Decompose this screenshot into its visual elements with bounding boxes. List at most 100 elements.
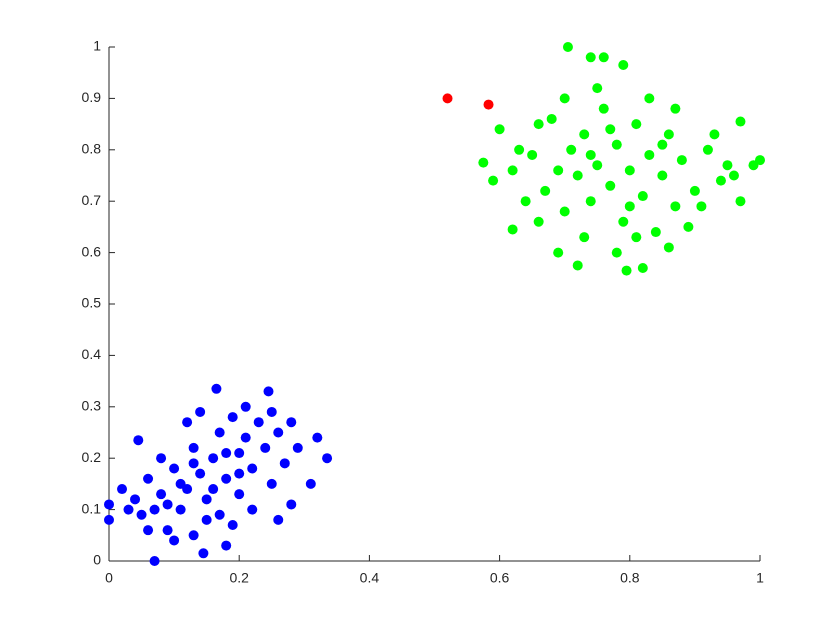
point	[234, 468, 245, 479]
point	[663, 242, 674, 253]
point	[483, 99, 494, 110]
point	[198, 548, 209, 559]
point	[605, 180, 616, 191]
point	[507, 224, 518, 235]
point	[598, 52, 609, 63]
point	[195, 406, 206, 417]
point	[676, 155, 687, 166]
point	[104, 499, 114, 510]
point	[624, 201, 635, 212]
x-tick-label: 0.8	[620, 570, 640, 586]
point	[234, 448, 245, 459]
point	[123, 504, 134, 515]
point	[312, 432, 323, 443]
y-tick-label: 0.7	[82, 192, 102, 208]
point	[735, 196, 746, 207]
point	[156, 489, 167, 500]
x-tick-label: 0.6	[490, 570, 510, 586]
point	[585, 52, 596, 63]
point	[585, 149, 596, 160]
point	[175, 504, 186, 515]
point	[214, 427, 225, 438]
point	[689, 185, 700, 196]
point	[175, 478, 186, 489]
point	[553, 247, 564, 258]
point	[263, 386, 274, 397]
point	[149, 504, 160, 515]
point	[592, 83, 603, 94]
point	[611, 139, 622, 150]
point	[611, 247, 622, 258]
point	[286, 499, 297, 510]
point	[162, 525, 173, 536]
point	[266, 478, 277, 489]
point	[104, 514, 114, 525]
point	[533, 216, 544, 227]
point	[618, 59, 629, 70]
point	[715, 175, 726, 186]
point	[579, 232, 590, 243]
y-tick-label: 0.2	[82, 449, 102, 465]
point	[663, 129, 674, 140]
point	[572, 260, 583, 271]
point	[559, 93, 570, 104]
point	[156, 453, 167, 464]
point	[618, 216, 629, 227]
point	[559, 206, 570, 217]
point	[247, 504, 258, 515]
y-tick-label: 0.1	[82, 500, 102, 516]
point	[540, 185, 551, 196]
point	[188, 458, 199, 469]
point	[585, 196, 596, 207]
point	[507, 165, 518, 176]
y-tick-label: 0.3	[82, 398, 102, 414]
y-tick-label: 0.9	[82, 89, 102, 105]
point	[266, 406, 277, 417]
point	[292, 442, 303, 453]
point	[188, 530, 199, 541]
point	[514, 144, 525, 155]
point	[221, 448, 232, 459]
point	[657, 170, 668, 181]
point	[201, 514, 212, 525]
x-tick-label: 0.2	[229, 570, 249, 586]
point	[162, 499, 173, 510]
point	[143, 525, 154, 536]
point	[286, 417, 297, 428]
point	[735, 116, 746, 127]
point	[247, 463, 258, 474]
point	[670, 201, 681, 212]
point	[562, 42, 573, 52]
y-tick-label: 0.8	[82, 141, 102, 157]
point	[260, 442, 271, 453]
point	[566, 144, 577, 155]
point	[240, 401, 251, 412]
point	[546, 113, 557, 124]
point	[644, 149, 655, 160]
point	[182, 417, 193, 428]
point	[211, 383, 222, 394]
point	[702, 144, 713, 155]
point	[195, 468, 206, 479]
point	[322, 453, 333, 464]
point	[117, 484, 128, 495]
point	[214, 509, 225, 520]
point	[657, 139, 668, 150]
point	[442, 93, 453, 104]
point	[579, 129, 590, 140]
point	[527, 149, 538, 160]
x-tick-label: 0	[105, 570, 113, 586]
point	[143, 473, 154, 484]
point	[605, 124, 616, 135]
point	[572, 170, 583, 181]
point	[621, 265, 632, 276]
point	[188, 442, 199, 453]
point	[130, 494, 141, 505]
point	[488, 175, 499, 186]
point	[169, 535, 180, 546]
y-tick-label: 0.6	[82, 243, 102, 259]
point	[728, 170, 739, 181]
point	[478, 157, 489, 168]
point	[533, 119, 544, 130]
